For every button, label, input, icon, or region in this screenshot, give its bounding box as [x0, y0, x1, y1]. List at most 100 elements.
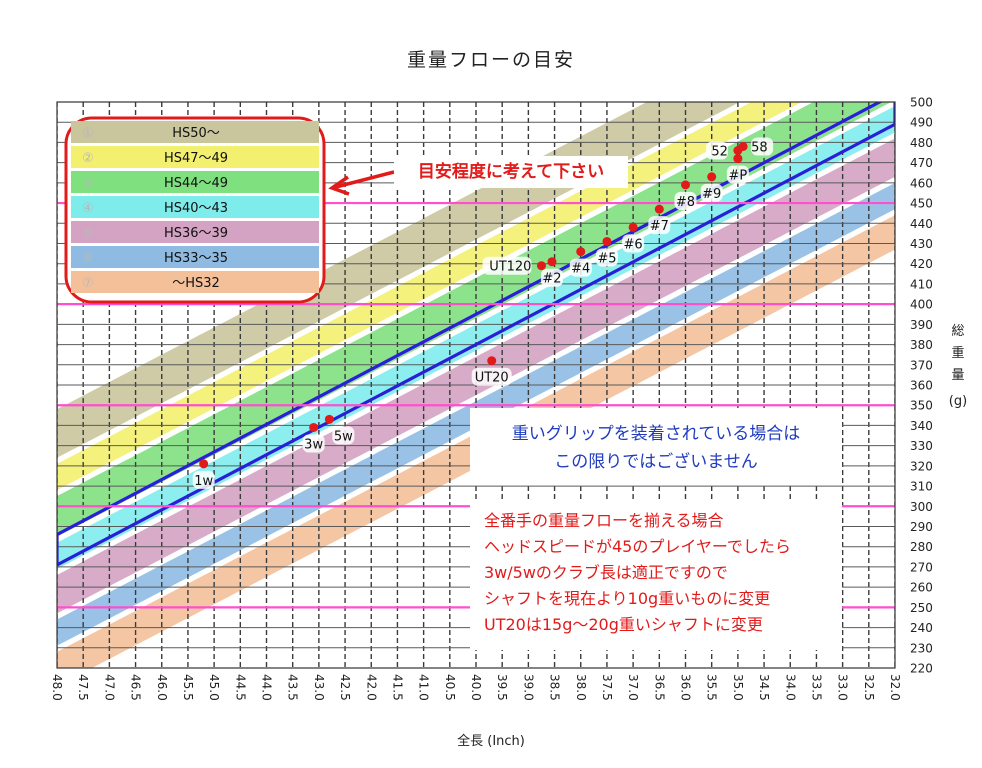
club-label: #2: [542, 272, 561, 287]
x-tick-label: 43.5: [286, 674, 300, 701]
x-tick-label: 37.5: [600, 674, 614, 701]
advice-note-line: シャフトを現在より10g重いものに変更: [484, 589, 771, 608]
legend-swatch-3: [71, 171, 319, 193]
recommended-zone: [57, 102, 895, 567]
y-tick-label: 400: [910, 298, 933, 312]
x-tick-label: 32.5: [862, 674, 876, 701]
club-point: [536, 261, 546, 271]
legend-label: 〜HS32: [172, 276, 220, 291]
x-tick-label: 42.5: [338, 674, 352, 701]
x-tick-label: 35.0: [731, 674, 745, 701]
y-tick-label: 340: [910, 419, 933, 433]
hs-band-3: [57, 102, 892, 537]
legend-swatch-2: [71, 146, 319, 168]
grip-note: 重いグリップを装着されている場合は この限りではございません: [470, 408, 842, 484]
legend-number: ①: [82, 126, 94, 141]
y-tick-label: 240: [910, 621, 933, 635]
club-label: 58: [751, 140, 768, 155]
club-label-bg: [648, 216, 671, 235]
y-tick-label: 470: [910, 156, 933, 170]
legend-number: ⑥: [82, 251, 94, 266]
y-axis-label: 総: [951, 324, 964, 339]
club-label-bg: [482, 256, 532, 275]
club-point: [309, 422, 319, 432]
chart-title: 重量フローの目安: [407, 49, 575, 71]
x-tick-label: 40.5: [443, 674, 457, 701]
club-point: [681, 180, 690, 190]
x-axis-label: 全長 (Inch): [457, 733, 525, 749]
x-tick-label: 34.5: [757, 674, 771, 701]
hs-band-2: [57, 102, 802, 491]
x-tick-label: 35.5: [705, 674, 719, 701]
club-point: [733, 154, 743, 164]
legend-label: HS50〜: [172, 126, 220, 141]
club-point: [199, 459, 209, 469]
legend: ① HS50〜 ② HS47〜49 ③ HS44〜49 ④ HS40〜43 ⑤ HS36〜39 ⑥ H…: [64, 116, 326, 304]
y-tick-label: 490: [910, 116, 933, 130]
y-tick-label: 350: [910, 399, 933, 413]
hs-band-1: [57, 102, 740, 458]
club-label: #7: [650, 219, 669, 234]
y-tick-label: 220: [910, 662, 933, 676]
legend-swatch-6: [71, 246, 319, 268]
x-tick-label: 45.0: [207, 674, 221, 701]
club-label-bg: [622, 234, 645, 253]
club-point: [547, 257, 557, 267]
y-axis-label: (g): [949, 394, 967, 409]
club-point: [654, 204, 664, 214]
legend-label: HS40〜43: [164, 201, 228, 216]
x-tick-label: 44.5: [233, 674, 247, 701]
x-tick-label: 44.0: [260, 674, 274, 701]
y-tick-label: 290: [910, 520, 933, 534]
club-label-bg: [595, 248, 618, 267]
x-tick-label: 41.5: [390, 674, 404, 701]
x-tick-label: 36.0: [679, 674, 693, 701]
club-label: #9: [702, 187, 721, 202]
y-tick-label: 300: [910, 500, 933, 514]
y-tick-label: 310: [910, 480, 933, 494]
legend-number: ③: [82, 176, 94, 191]
advice-note-line: 全番手の重量フローを揃える場合: [484, 511, 724, 530]
club-label-bg: [674, 191, 697, 210]
club-label-bg: [302, 434, 325, 453]
y-tick-label: 440: [910, 217, 933, 231]
legend-swatch-5: [71, 221, 319, 243]
y-tick-label: 330: [910, 439, 933, 453]
legend-label: HS33〜35: [164, 251, 228, 266]
club-label-bg: [540, 268, 563, 287]
legend-label: HS47〜49: [164, 151, 228, 166]
x-tick-label: 43.0: [312, 674, 326, 701]
club-label-bg: [700, 183, 723, 202]
advice-note-line: UT20は15g〜20g重いシャフトに変更: [484, 615, 763, 634]
x-tick-label: 40.0: [469, 674, 483, 701]
y-tick-label: 460: [910, 176, 933, 190]
x-tick-label: 39.0: [521, 674, 535, 701]
club-label-bg: [332, 426, 355, 445]
y-axis-label: 量: [951, 368, 964, 383]
x-tick-label: 46.0: [155, 674, 169, 701]
club-label-bg: [192, 470, 215, 489]
x-tick-label: 41.0: [417, 674, 431, 701]
club-label-bg: [705, 141, 728, 160]
legend-number: ⑦: [82, 276, 94, 291]
y-tick-label: 480: [910, 136, 933, 150]
grip-note-line: 重いグリップを装着されている場合は: [511, 424, 801, 444]
x-tick-label: 33.5: [809, 674, 823, 701]
y-axis-label: 重: [951, 345, 964, 361]
legend-label: HS44〜49: [164, 176, 228, 191]
legend-label: HS36〜39: [164, 226, 228, 241]
y-tick-label: 230: [910, 641, 933, 655]
club-point: [707, 172, 717, 182]
x-tick-label: 33.0: [836, 674, 850, 701]
y-tick-label: 280: [910, 540, 933, 554]
legend-swatch-1: [71, 121, 319, 143]
club-label: #4: [571, 262, 590, 277]
y-tick-label: 410: [910, 277, 933, 291]
legend-swatch-7: [71, 271, 319, 293]
club-label: #P: [729, 169, 748, 184]
club-label-bg: [471, 367, 512, 386]
club-label: #6: [624, 237, 643, 252]
callout-arrow-head: [328, 175, 350, 196]
y-tick-label: 370: [910, 358, 933, 372]
club-label: 1w: [194, 474, 213, 489]
